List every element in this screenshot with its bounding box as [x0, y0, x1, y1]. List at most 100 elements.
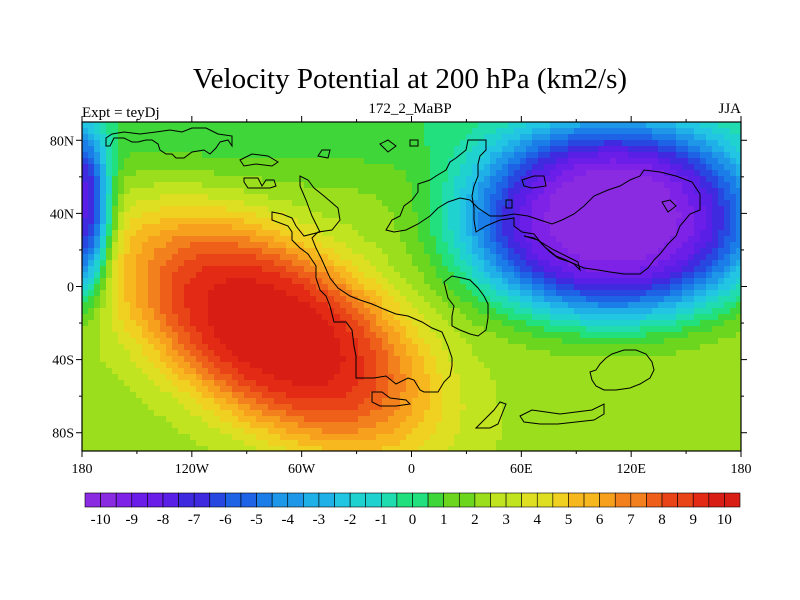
- field-cell: [550, 212, 557, 219]
- field-cell: [190, 230, 197, 237]
- field-cell: [94, 266, 101, 273]
- field-cell: [178, 290, 185, 297]
- field-cell: [328, 140, 335, 147]
- field-cell: [172, 368, 179, 375]
- field-cell: [448, 374, 455, 381]
- field-cell: [634, 272, 641, 279]
- field-cell: [454, 326, 461, 333]
- field-cell: [406, 266, 413, 273]
- field-cell: [676, 146, 683, 153]
- field-cell: [628, 302, 635, 309]
- field-cell: [730, 200, 737, 207]
- field-cell: [472, 194, 479, 201]
- field-cell: [82, 386, 89, 393]
- field-cell: [682, 140, 689, 147]
- field-cell: [214, 176, 221, 183]
- field-cell: [658, 326, 665, 333]
- field-cell: [652, 344, 659, 351]
- field-cell: [442, 290, 449, 297]
- field-cell: [712, 338, 719, 345]
- field-cell: [406, 170, 413, 177]
- field-cell: [166, 278, 173, 285]
- field-cell: [658, 146, 665, 153]
- field-cell: [538, 326, 545, 333]
- field-cell: [712, 308, 719, 315]
- field-cell: [574, 356, 581, 363]
- field-cell: [262, 146, 269, 153]
- field-cell: [718, 350, 725, 357]
- field-cell: [436, 236, 443, 243]
- field-cell: [166, 158, 173, 165]
- field-cell: [634, 380, 641, 387]
- field-cell: [238, 128, 245, 135]
- field-cell: [376, 248, 383, 255]
- field-cell: [682, 320, 689, 327]
- field-cell: [226, 320, 233, 327]
- field-cell: [334, 314, 341, 321]
- field-cell: [628, 200, 635, 207]
- field-cell: [178, 134, 185, 141]
- field-cell: [316, 122, 323, 129]
- field-cell: [370, 254, 377, 261]
- field-cell: [568, 350, 575, 357]
- field-cell: [610, 332, 617, 339]
- field-cell: [304, 380, 311, 387]
- field-cell: [700, 152, 707, 159]
- field-cell: [622, 386, 629, 393]
- field-cell: [406, 368, 413, 375]
- field-cell: [160, 266, 167, 273]
- field-cell: [484, 140, 491, 147]
- field-cell: [622, 272, 629, 279]
- field-cell: [634, 344, 641, 351]
- field-cell: [220, 200, 227, 207]
- field-cell: [376, 206, 383, 213]
- field-cell: [388, 278, 395, 285]
- field-cell: [118, 140, 125, 147]
- field-cell: [502, 200, 509, 207]
- field-cell: [136, 182, 143, 189]
- field-cell: [430, 170, 437, 177]
- field-cell: [436, 320, 443, 327]
- field-cell: [112, 380, 119, 387]
- field-cell: [334, 128, 341, 135]
- field-cell: [556, 158, 563, 165]
- field-cell: [688, 278, 695, 285]
- field-cell: [268, 158, 275, 165]
- field-cell: [706, 380, 713, 387]
- field-cell: [634, 152, 641, 159]
- field-cell: [520, 170, 527, 177]
- field-cell: [220, 386, 227, 393]
- field-cell: [508, 224, 515, 231]
- field-cell: [328, 224, 335, 231]
- field-cell: [328, 350, 335, 357]
- field-cell: [406, 362, 413, 369]
- field-cell: [520, 254, 527, 261]
- field-cell: [610, 380, 617, 387]
- field-cell: [430, 200, 437, 207]
- field-cell: [196, 266, 203, 273]
- field-cell: [592, 362, 599, 369]
- field-cell: [256, 302, 263, 309]
- field-cell: [640, 314, 647, 321]
- field-cell: [640, 386, 647, 393]
- field-cell: [286, 350, 293, 357]
- field-cell: [274, 386, 281, 393]
- field-cell: [268, 374, 275, 381]
- field-cell: [448, 386, 455, 393]
- field-cell: [604, 146, 611, 153]
- field-cell: [616, 236, 623, 243]
- field-cell: [694, 182, 701, 189]
- field-cell: [298, 158, 305, 165]
- field-cell: [310, 266, 317, 273]
- field-cell: [250, 140, 257, 147]
- field-cell: [166, 266, 173, 273]
- field-cell: [706, 242, 713, 249]
- field-cell: [244, 242, 251, 249]
- field-cell: [466, 368, 473, 375]
- field-cell: [346, 254, 353, 261]
- field-cell: [550, 224, 557, 231]
- field-cell: [538, 122, 545, 129]
- field-cell: [364, 188, 371, 195]
- field-cell: [364, 170, 371, 177]
- field-cell: [616, 128, 623, 135]
